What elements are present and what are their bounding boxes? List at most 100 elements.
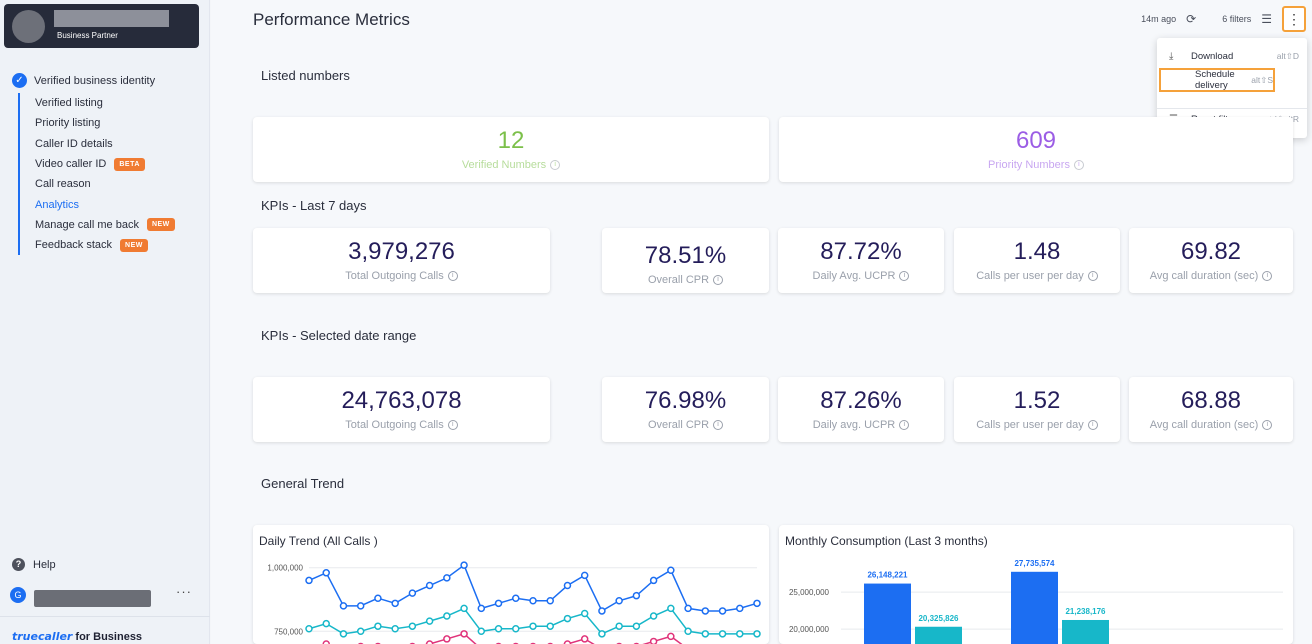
data-point [736,630,744,638]
refresh-icon[interactable]: ⟳ [1186,12,1197,26]
data-point [529,597,537,605]
info-icon[interactable]: i [447,420,458,431]
data-point [701,630,710,638]
info-icon[interactable]: i [447,271,458,282]
page-title: Performance Metrics [253,10,410,29]
menu-item-download[interactable]: ⤓ Download alt⇧D [1157,44,1307,68]
data-point [684,627,692,636]
sidebar-item-priority-listing[interactable]: Priority listing [35,113,175,133]
kpi-label: Total Outgoing Calls i [253,270,550,282]
data-point [580,609,589,618]
nav-section-verified-identity[interactable]: ✓ Verified business identity [12,73,155,88]
data-point [684,604,692,613]
priority-numbers-card: 609 Priority Numbers i [779,117,1293,182]
sidebar-item-label: Manage call me back [35,218,139,231]
label-text: Daily avg. UCPR [812,419,896,431]
menu-item-schedule-delivery[interactable]: Schedule delivery alt⇧S [1159,68,1275,92]
kpi-range-calls-per-user: 1.52 Calls per user per day i [954,377,1120,442]
data-point [529,622,537,630]
kpi-range-daily-avg-ucpr: 87.26% Daily avg. UCPR i [778,377,944,442]
data-point [580,635,589,643]
data-point [374,622,382,630]
info-icon[interactable]: i [713,420,724,431]
info-icon[interactable]: i [713,275,724,286]
data-point [701,607,710,615]
data-point [546,622,554,630]
data-point [667,566,675,575]
label-text: Calls per user per day [976,419,1084,431]
menu-item-shortcut: alt⇧D [1276,50,1299,61]
data-point [494,599,503,608]
nav-section-label: Verified business identity [34,74,156,87]
bar [1062,619,1109,644]
menu-item-label: Download [1191,50,1234,62]
info-icon[interactable]: i [899,420,910,431]
sidebar-item-manage-call-me-back[interactable]: Manage call me back NEW [35,215,175,235]
data-point [718,630,727,638]
info-icon[interactable]: i [899,271,910,282]
kebab-menu-button[interactable]: ⋮ [1282,6,1306,32]
kpi-label: Overall CPR i [602,419,769,431]
download-icon: ⤓ [1169,50,1174,62]
data-point [391,599,399,608]
kpi-daily-avg-ucpr: 87.72% Daily Avg. UCPR i [778,228,944,293]
kpi-label: Overall CPR i [602,274,769,286]
info-icon[interactable]: i [1262,271,1273,282]
monthly-consumption-title: Monthly Consumption (Last 3 months) [785,534,988,548]
redacted-account [34,590,151,607]
data-point [512,624,520,633]
sidebar-item-feedback-stack[interactable]: Feedback stack NEW [35,235,175,255]
label-text: Avg call duration (sec) [1149,270,1259,282]
data-point [425,581,434,590]
data-point [736,604,744,613]
info-icon[interactable]: i [550,160,561,171]
bar-value-label: 26,148,221 [867,571,908,580]
sidebar-item-label: Call reason [35,178,91,191]
more-options-icon[interactable]: ··· [176,584,192,599]
priority-numbers-value: 609 [1015,127,1057,154]
kpi-label: Calls per user per day i [954,419,1120,431]
info-icon[interactable]: i [1087,271,1098,282]
beta-badge: BETA [114,157,145,171]
data-point [649,576,658,585]
sidebar-item-verified-listing[interactable]: Verified listing [35,93,175,113]
data-point [563,640,572,644]
help-link[interactable]: ? Help [12,558,56,571]
data-point [477,627,486,636]
priority-numbers-label: Priority Numbers i [779,159,1293,171]
last-updated: 14m ago [1141,14,1177,24]
sidebar-item-caller-id-details[interactable]: Caller ID details [35,134,175,154]
data-point [615,622,623,630]
data-point [512,594,520,602]
y-tick-label: 750,000 [274,627,303,636]
info-icon[interactable]: i [1262,420,1273,431]
sidebar-item-analytics[interactable]: Analytics [35,194,175,214]
bar [1011,571,1058,644]
account-row[interactable]: G ··· [10,584,195,607]
kpi-range-avg-call-duration: 68.88 Avg call duration (sec) i [1129,377,1293,442]
data-point [580,571,589,580]
data-point [615,597,623,605]
info-icon[interactable]: i [1087,420,1098,431]
data-point [408,589,417,597]
sidebar-item-call-reason[interactable]: Call reason [35,174,175,194]
info-icon[interactable]: i [1073,160,1084,171]
divider [0,616,210,617]
bar [864,583,911,644]
menu-divider [1157,108,1307,109]
profile-card[interactable]: Business Partner [4,4,199,48]
data-point [339,630,348,638]
top-actions: 14m ago ⟳ 6 filters ☰ ⋮ [1141,6,1306,32]
sidebar-item-video-caller-id[interactable]: Video caller ID BETA [35,154,175,174]
data-point [667,604,675,613]
filter-icon[interactable]: ☰ [1261,12,1272,26]
data-point [649,637,658,644]
brand-logo: truecaller for Business [12,630,142,643]
y-tick-label: 1,000,000 [267,564,303,573]
kpi-value: 87.72% [820,238,902,265]
kpi-label: Total Outgoing Calls i [253,419,550,431]
data-point [322,640,330,644]
verified-numbers-card: 12 Verified Numbers i [253,117,769,182]
data-point [632,622,641,630]
filters-label[interactable]: 6 filters [1222,14,1252,24]
